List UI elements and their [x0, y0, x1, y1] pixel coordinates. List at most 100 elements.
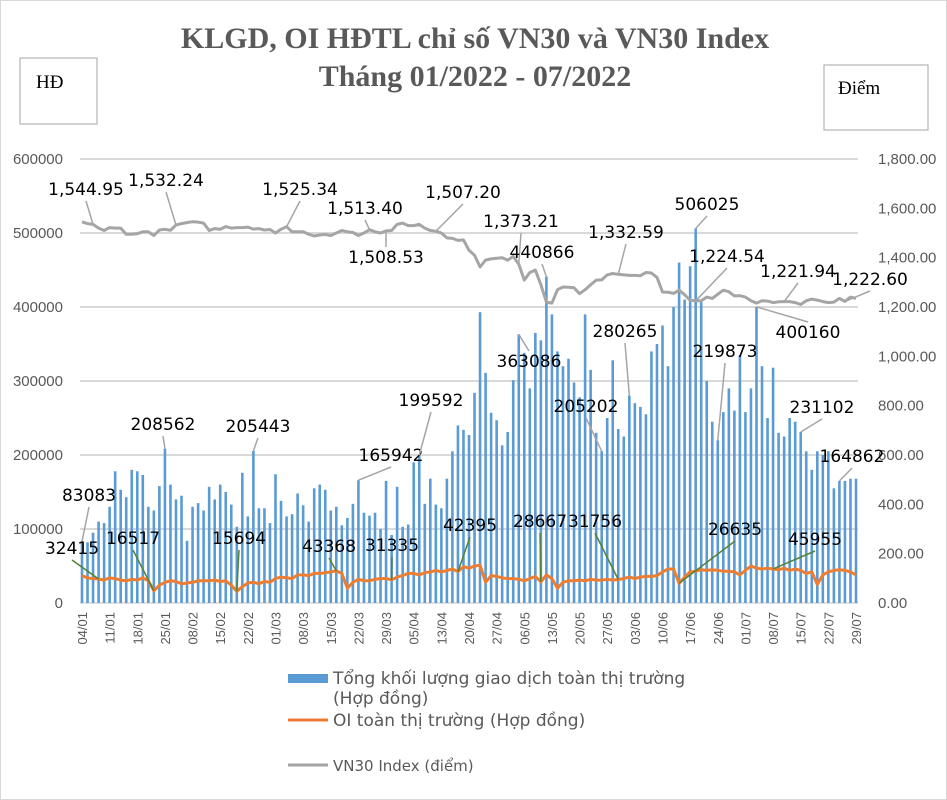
- volume-bar: [368, 515, 371, 603]
- data-label-leader: [518, 333, 530, 352]
- index-data-label: 1,513.40: [327, 199, 403, 219]
- volume-bar: [340, 525, 344, 603]
- x-tick-label: 15/02: [213, 612, 228, 645]
- y-right-tick-label: 1,200.00: [878, 299, 936, 316]
- x-tick-label: 22/07: [821, 612, 836, 645]
- volume-bar: [180, 495, 183, 603]
- volume-bar: [346, 517, 349, 603]
- legend-swatch-volume: [288, 674, 328, 683]
- volume-bar: [307, 521, 310, 603]
- volume-bar: [318, 484, 322, 603]
- volume-bar: [522, 352, 526, 603]
- volume-bar: [429, 478, 432, 603]
- volume-bar: [213, 499, 216, 603]
- volume-data-label: 363086: [497, 352, 562, 372]
- x-tick-label: 08/07: [766, 612, 781, 645]
- x-tick-label: 03/06: [628, 612, 643, 645]
- x-tick-label: 24/06: [711, 612, 726, 645]
- data-label-leader: [358, 466, 392, 481]
- volume-bar: [268, 523, 272, 603]
- index-data-label: 1,222.60: [832, 270, 908, 290]
- volume-bar: [202, 510, 205, 603]
- volume-bar: [119, 489, 122, 603]
- volume-data-label: 199592: [399, 391, 464, 411]
- x-tick-label: 15/07: [794, 612, 809, 645]
- left-axis-title-box: [19, 57, 98, 125]
- volume-bar: [147, 506, 150, 603]
- volume-bar: [694, 228, 697, 603]
- volume-bar: [633, 403, 637, 603]
- y-right-tick-label: 400.00: [878, 496, 924, 513]
- volume-bar: [722, 412, 725, 603]
- volume-bar: [705, 381, 709, 603]
- data-label-leader: [285, 200, 301, 228]
- oi-data-label: 28667: [513, 512, 567, 532]
- volume-bar: [263, 508, 266, 603]
- volume-bar: [401, 526, 404, 603]
- data-label-leader: [162, 435, 166, 449]
- volume-bar: [500, 445, 504, 603]
- volume-bar: [224, 492, 228, 603]
- volume-bar: [650, 351, 653, 603]
- data-label-leader: [165, 191, 177, 226]
- volume-bar: [207, 486, 211, 603]
- volume-bar: [810, 469, 814, 603]
- volume-bar: [644, 414, 648, 603]
- volume-bar: [301, 505, 305, 603]
- volume-bar: [445, 478, 449, 603]
- volume-bar: [108, 506, 111, 603]
- data-label-leader: [81, 506, 90, 542]
- volume-bar: [351, 503, 355, 603]
- chart-title-line2: Tháng 01/2022 - 07/2022: [319, 60, 632, 93]
- data-label-leader: [678, 540, 736, 584]
- volume-bar: [611, 360, 615, 603]
- chart-title-line1: KLGD, OI HĐTL chỉ số VN30 và VN30 Index: [181, 22, 769, 55]
- volume-bar: [451, 451, 454, 603]
- volume-bar: [169, 484, 172, 603]
- volume-data-label: 440866: [510, 243, 575, 263]
- volume-bar: [97, 521, 100, 603]
- data-label-leader: [541, 263, 548, 278]
- data-label-leader: [518, 232, 522, 265]
- volume-bar: [771, 367, 775, 603]
- volume-bar: [423, 503, 427, 603]
- volume-data-label: 83083: [62, 486, 116, 506]
- volume-data-label: 231102: [790, 398, 855, 418]
- volume-bar: [102, 523, 106, 603]
- volume-bar: [506, 432, 509, 603]
- data-label-leader: [435, 203, 464, 232]
- volume-bar: [473, 392, 476, 603]
- data-label-leader: [585, 417, 603, 452]
- volume-bar: [843, 480, 847, 603]
- data-label-leader: [617, 243, 627, 275]
- volume-bar: [782, 436, 786, 603]
- data-label-leader: [838, 467, 853, 482]
- volume-bar: [174, 499, 178, 603]
- volume-bar: [235, 526, 239, 603]
- volume-bar: [462, 429, 465, 603]
- oi-data-label: 15694: [212, 529, 266, 549]
- volume-data-label: 280265: [593, 322, 658, 342]
- volume-bar: [517, 334, 521, 603]
- oi-data-label: 32415: [45, 539, 99, 559]
- volume-bar: [335, 506, 338, 603]
- index-data-label: 1,544.95: [48, 180, 124, 200]
- x-tick-label: 01/07: [738, 612, 753, 645]
- volume-bar: [406, 524, 410, 603]
- data-label-leader: [844, 290, 871, 303]
- volume-bar: [191, 506, 194, 603]
- volume-bar: [688, 266, 692, 603]
- y-left-tick-label: 400000: [13, 299, 63, 316]
- legend-label-oi: OI toàn thị trường (Hợp đồng): [333, 710, 585, 731]
- y-right-tick-label: 1,400.00: [878, 250, 936, 267]
- volume-bar: [699, 299, 703, 603]
- volume-bar: [583, 314, 587, 603]
- index-data-label: 1,373.21: [483, 212, 559, 232]
- legend-label-volume: Tổng khối lượng giao dịch toàn thị trườn…: [332, 668, 685, 689]
- volume-bar: [827, 451, 830, 603]
- volume-bar: [323, 489, 327, 603]
- data-label-leader: [695, 215, 708, 230]
- index-data-label: 1,221.94: [760, 262, 836, 282]
- oi-data-label: 26635: [708, 520, 762, 540]
